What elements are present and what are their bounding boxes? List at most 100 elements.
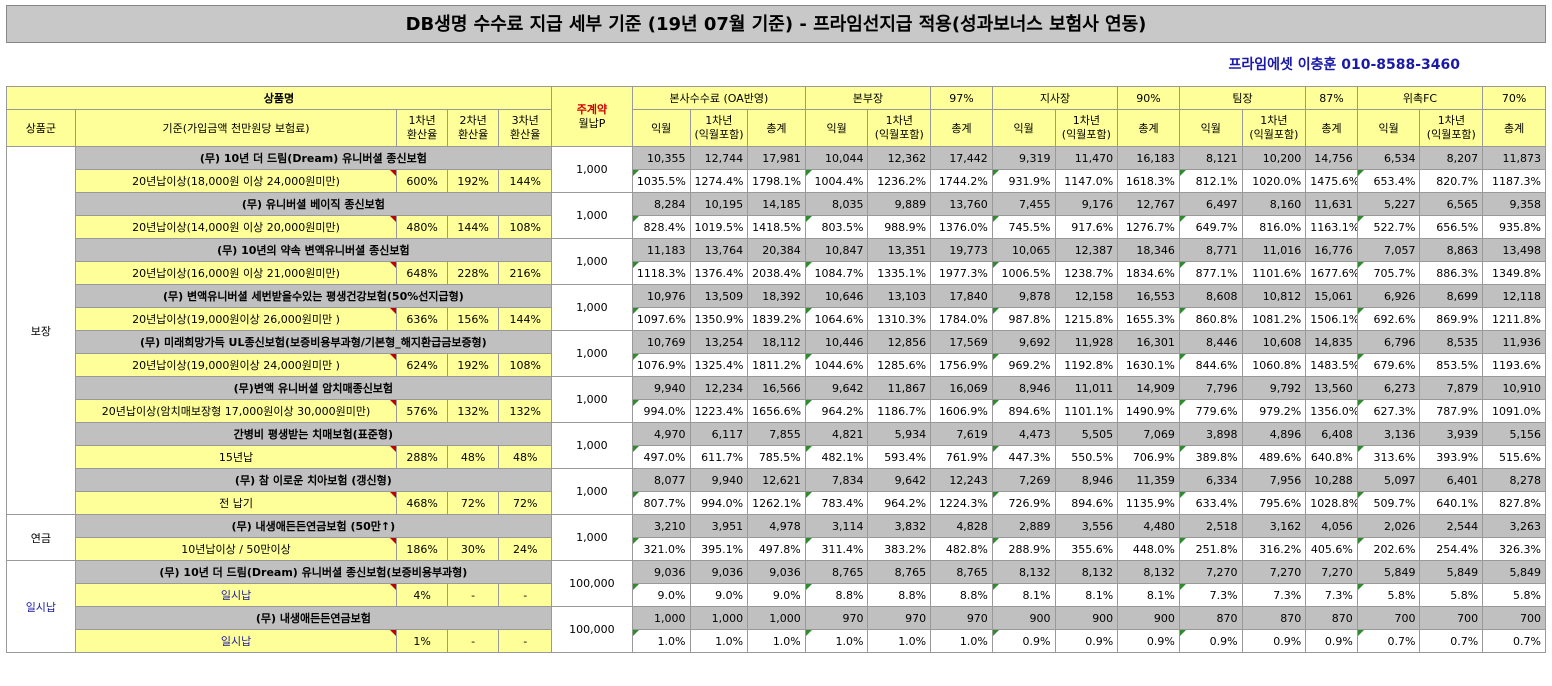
conversion-rate: 648%	[396, 261, 448, 285]
fee-amount: 10,847	[804, 238, 869, 262]
conversion-rate: 156%	[446, 307, 500, 331]
criteria: 10년납이상 / 50만이상	[74, 537, 398, 561]
fee-amount: 3,556	[1054, 514, 1119, 538]
fee-amount: 9,176	[1054, 192, 1119, 216]
first-year-header: 1차년 (익월포함)	[1419, 109, 1484, 147]
fee-rate: 489.6%	[1241, 445, 1307, 469]
fee-rate: 393.9%	[1419, 445, 1484, 469]
group-b-header: 본부장	[804, 86, 932, 110]
fee-amount: 8,535	[1419, 330, 1484, 354]
fee-rate: 1483.5%	[1305, 353, 1358, 377]
fee-amount: 11,867	[867, 376, 932, 400]
fee-amount: 12,234	[689, 376, 749, 400]
fee-rate: 1.0%	[930, 629, 993, 653]
product-name: (무) 변액유니버셜 세번받을수있는 평생건강보험(50%선지급형)	[74, 284, 552, 308]
fee-rate: 316.2%	[1241, 537, 1307, 561]
fee-rate: 761.9%	[930, 445, 993, 469]
fee-rate: 1064.6%	[804, 307, 869, 331]
fee-rate: 0.9%	[1117, 629, 1180, 653]
conversion-rate: 144%	[498, 307, 552, 331]
fee-amount: 7,796	[1178, 376, 1243, 400]
fee-rate: 1035.5%	[631, 169, 691, 193]
fee-amount: 4,821	[804, 422, 869, 446]
fee-rate: 1211.8%	[1482, 307, 1546, 331]
fee-amount: 18,112	[747, 330, 806, 354]
fee-rate: 1238.7%	[1054, 261, 1119, 285]
product-criteria-row: 15년납 288% 48% 48% 497.0% 611.7% 785.5% 482.1% 59…	[7, 445, 1546, 469]
fee-rate: 656.5%	[1419, 215, 1484, 239]
first-year-header: 1차년 (익월포함)	[689, 109, 749, 147]
fee-rate: 389.8%	[1178, 445, 1243, 469]
first-year-label: 1차년	[1072, 114, 1100, 127]
group-d-pct: 87%	[1305, 86, 1358, 110]
fee-amount: 970	[804, 606, 869, 630]
first-year-label: 1차년	[1437, 114, 1465, 127]
fee-amount: 10,646	[804, 284, 869, 308]
product-criteria-row: 20년납이상(16,000원 이상 21,000원미만) 648% 228% 216%…	[7, 261, 1546, 285]
fee-amount: 870	[1241, 606, 1307, 630]
fee-amount: 4,978	[747, 514, 806, 538]
y1-rate-label: 1차년	[408, 114, 436, 127]
fee-amount: 7,619	[930, 422, 993, 446]
product-name-row: (무) 미래희망가득 UL종신보험(보증비용부과형/기본형_해지환급금보증형) 1…	[7, 330, 1546, 377]
product-criteria-row: 20년납이상(14,000원 이상 20,000원미만) 480% 144% 108%…	[7, 215, 1546, 239]
fee-amount: 5,934	[867, 422, 932, 446]
fee-rate: 593.4%	[867, 445, 932, 469]
fee-amount: 7,270	[1241, 560, 1307, 584]
next-month-header: 익월	[804, 109, 869, 147]
fee-rate: 1193.6%	[1482, 353, 1546, 377]
fee-rate: 1356.0%	[1305, 399, 1358, 423]
fee-amount: 6,926	[1356, 284, 1421, 308]
fee-rate: 1630.1%	[1117, 353, 1180, 377]
fee-rate: 1.0%	[747, 629, 806, 653]
fee-rate: 1091.0%	[1482, 399, 1546, 423]
fee-rate: 1019.5%	[689, 215, 749, 239]
product-criteria-row: 20년납이상(암치매보장형 17,000원이상 30,000원미만) 576% 13…	[7, 399, 1546, 423]
group-c-header: 지사장	[991, 86, 1119, 110]
monthly-premium: 1,000	[550, 238, 633, 285]
fee-amount: 9,878	[991, 284, 1056, 308]
fee-rate: 1.0%	[631, 629, 691, 653]
fee-rate: 1376.0%	[930, 215, 993, 239]
fee-amount: 13,560	[1305, 376, 1358, 400]
fee-rate: 9.0%	[631, 583, 691, 607]
product-criteria-row: 일시납 1% - -1.0% 1.0% 1.0% 1.0% 1.0% 1.0% 0.9% 0.9% 0…	[7, 629, 1546, 653]
product-name: (무) 참 이로운 치아보험 (갱신형)	[74, 468, 552, 492]
fee-amount: 10,446	[804, 330, 869, 354]
fee-rate: 705.7%	[1356, 261, 1421, 285]
fee-amount: 3,939	[1419, 422, 1484, 446]
monthly-premium: 1,000	[550, 330, 633, 377]
fee-rate: 1097.6%	[631, 307, 691, 331]
conversion-rate: -	[498, 583, 552, 607]
main-contract-header: 주계약 월납P	[550, 86, 633, 147]
fee-amount: 5,849	[1482, 560, 1546, 584]
fee-rate: 886.3%	[1419, 261, 1484, 285]
fee-rate: 1655.3%	[1117, 307, 1180, 331]
fee-amount: 9,358	[1482, 192, 1546, 216]
fee-rate: 1784.0%	[930, 307, 993, 331]
fee-amount: 11,470	[1054, 146, 1119, 170]
fee-rate: 254.4%	[1419, 537, 1484, 561]
conversion-rate: 192%	[446, 353, 500, 377]
fee-amount: 13,351	[867, 238, 932, 262]
conversion-rate: 108%	[498, 215, 552, 239]
fee-amount: 3,162	[1241, 514, 1307, 538]
fee-amount: 3,898	[1178, 422, 1243, 446]
conversion-rate: 72%	[446, 491, 500, 515]
first-year-sublabel: (익월포함)	[694, 128, 744, 141]
fee-amount: 7,879	[1419, 376, 1484, 400]
fee-rate: 1006.5%	[991, 261, 1056, 285]
fee-rate: 860.8%	[1178, 307, 1243, 331]
monthly-premium: 1,000	[550, 146, 633, 193]
fee-rate: 653.4%	[1356, 169, 1421, 193]
fee-amount: 8,946	[1054, 468, 1119, 492]
monthly-premium: 1,000	[550, 468, 633, 515]
conversion-rate: 132%	[446, 399, 500, 423]
fee-rate: 1084.7%	[804, 261, 869, 285]
product-name-row: 일시납 (무) 10년 더 드림(Dream) 유니버셜 종신보험(보증비용부과형…	[6, 560, 1546, 653]
fee-amount: 8,946	[991, 376, 1056, 400]
fee-rate: 820.7%	[1419, 169, 1484, 193]
fee-amount: 8,121	[1178, 146, 1243, 170]
fee-amount: 17,840	[930, 284, 993, 308]
fee-rate: 627.3%	[1356, 399, 1421, 423]
